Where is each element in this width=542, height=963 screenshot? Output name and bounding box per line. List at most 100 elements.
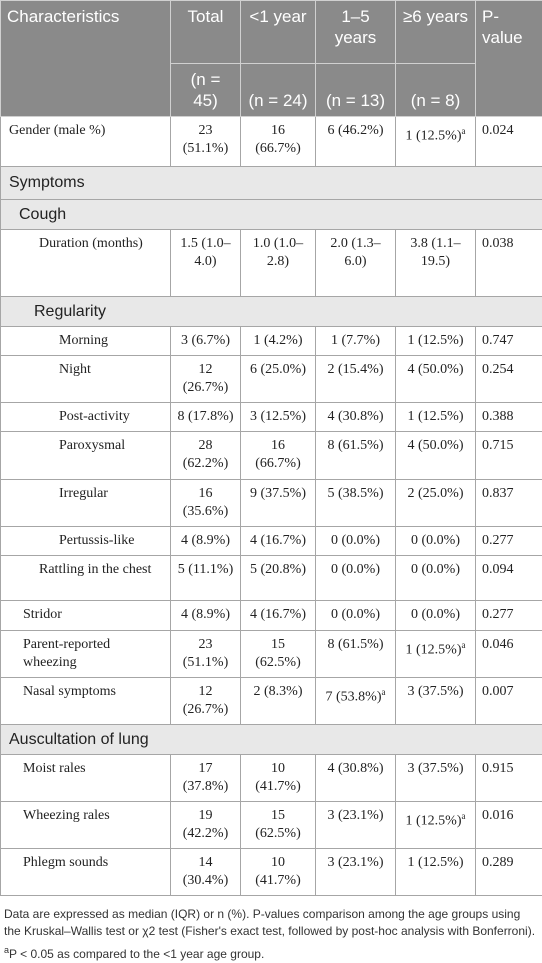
cell: 1.0 (1.0–2.8) [241,230,316,297]
cell: 2.0 (1.3–6.0) [316,230,396,297]
data-row: Gender (male %)23 (51.1%)16 (66.7%)6 (46… [1,117,542,167]
footnote: aP < 0.05 as compared to the <1 year age… [4,942,538,963]
cell: 2 (15.4%) [316,356,396,403]
p-value: 0.289 [476,849,542,896]
group-size: (n = 8) [396,64,476,117]
row-label: Stridor [1,601,171,631]
footnote-marker: a [462,811,466,821]
cell: 0 (0.0%) [396,527,476,556]
p-value: 0.094 [476,556,542,601]
cell: 16 (66.7%) [241,432,316,480]
cell: 12 (26.7%) [171,678,241,725]
p-value: 0.277 [476,601,542,631]
section-label: Symptoms [1,167,542,200]
cell: 3 (37.5%) [396,678,476,725]
cell: 16 (35.6%) [171,480,241,527]
page: {"table":{ "header":{"row1":["Characteri… [0,0,542,943]
cell: 15 (62.5%) [241,802,316,849]
cell: 4 (30.8%) [316,403,396,432]
table-body: Gender (male %)23 (51.1%)16 (66.7%)6 (46… [1,117,542,896]
cell: 4 (8.9%) [171,527,241,556]
cell: 0 (0.0%) [316,601,396,631]
footnote-marker: a [462,640,466,650]
cell: 5 (20.8%) [241,556,316,601]
cell: 1 (12.5%)a [396,631,476,678]
column-header: 1–5 years [316,1,396,64]
group-size: (n = 13) [316,64,396,117]
section-row: Regularity [1,297,542,327]
p-value: 0.277 [476,527,542,556]
column-header: <1 year [241,1,316,64]
cell: 4 (50.0%) [396,432,476,480]
row-label: Pertussis-like [1,527,171,556]
cell: 5 (11.1%) [171,556,241,601]
row-label: Night [1,356,171,403]
cell: 12 (26.7%) [171,356,241,403]
row-label: Phlegm sounds [1,849,171,896]
p-value: 0.016 [476,802,542,849]
section-label: Regularity [1,297,542,327]
cell: 16 (66.7%) [241,117,316,167]
cell: 1.5 (1.0–4.0) [171,230,241,297]
cell: 7 (53.8%)a [316,678,396,725]
row-label: Rattling in the chest [1,556,171,601]
cell: 5 (38.5%) [316,480,396,527]
row-label: Parent-reported wheezing [1,631,171,678]
row-label: Morning [1,327,171,356]
section-label: Auscultation of lung [1,725,542,755]
cell: 2 (8.3%) [241,678,316,725]
cell: 1 (12.5%)a [396,117,476,167]
cell: 8 (61.5%) [316,432,396,480]
row-label: Duration (months) [1,230,171,297]
cell-text: 7 (53.8%) [326,690,382,705]
section-label: Cough [1,200,542,230]
section-row: Symptoms [1,167,542,200]
cell: 14 (30.4%) [171,849,241,896]
cell: 1 (4.2%) [241,327,316,356]
cell: 1 (12.5%) [396,327,476,356]
section-row: Auscultation of lung [1,725,542,755]
p-value: 0.046 [476,631,542,678]
row-label: Gender (male %) [1,117,171,167]
row-label: Nasal symptoms [1,678,171,725]
cell: 6 (25.0%) [241,356,316,403]
cell: 1 (7.7%) [316,327,396,356]
p-value: 0.837 [476,480,542,527]
cell: 10 (41.7%) [241,755,316,802]
footnote: Data are expressed as median (IQR) or n … [4,906,538,940]
column-header: Characteristics [1,1,171,117]
section-row: Cough [1,200,542,230]
cell: 19 (42.2%) [171,802,241,849]
p-value: 0.007 [476,678,542,725]
p-value: 0.747 [476,327,542,356]
p-value: 0.715 [476,432,542,480]
cell: 4 (30.8%) [316,755,396,802]
cell: 0 (0.0%) [316,527,396,556]
cell: 3 (12.5%) [241,403,316,432]
column-header: Total [171,1,241,64]
column-header: ≥6 years [396,1,476,64]
row-label: Irregular [1,480,171,527]
cell: 23 (51.1%) [171,631,241,678]
group-size: (n = 45) [171,64,241,117]
group-size: (n = 24) [241,64,316,117]
cell: 3.8 (1.1–19.5) [396,230,476,297]
cell: 9 (37.5%) [241,480,316,527]
cell: 23 (51.1%) [171,117,241,167]
cell: 15 (62.5%) [241,631,316,678]
row-label: Moist rales [1,755,171,802]
